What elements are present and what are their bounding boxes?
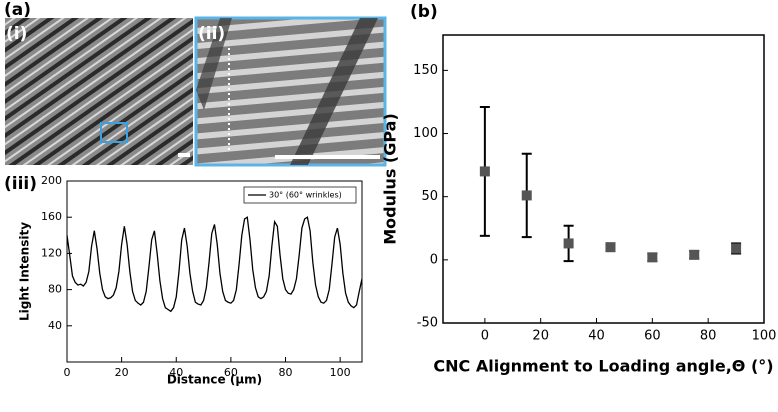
y-tick-label: 160 <box>41 210 62 223</box>
x-tick-label: 100 <box>330 366 351 379</box>
data-point <box>647 252 658 263</box>
panel-label: (ii) <box>198 24 225 44</box>
x-tick-label: 0 <box>64 366 71 379</box>
data-point <box>605 242 616 253</box>
y-tick-label: 120 <box>41 246 62 259</box>
y-tick-label: 40 <box>48 319 62 332</box>
x-tick-label: 80 <box>279 366 293 379</box>
micrograph-i <box>5 18 193 165</box>
x-tick-label: 20 <box>115 366 129 379</box>
x-tick-label: 80 <box>700 329 717 344</box>
x-axis-title: Distance (μm) <box>167 373 262 387</box>
panel-label: (b) <box>410 2 438 22</box>
x-tick-label: 20 <box>532 329 549 344</box>
panel-label: (i) <box>6 24 27 44</box>
x-tick-label: 40 <box>169 366 183 379</box>
x-tick-label: 40 <box>588 329 605 344</box>
y-tick-label: 80 <box>48 283 62 296</box>
x-tick-label: 100 <box>752 329 777 344</box>
data-line <box>66 216 363 313</box>
y-tick-label: 100 <box>413 126 438 141</box>
y-tick-label: 150 <box>413 63 438 78</box>
y-axis-title: Light Intensity <box>18 222 32 321</box>
data-point <box>563 238 574 249</box>
y-tick-label: -50 <box>417 316 438 331</box>
x-tick-label: 60 <box>224 366 238 379</box>
panel-label: (a) <box>4 0 31 20</box>
x-axis-title: CNC Alignment to Loading angle,Θ (°) <box>433 357 773 376</box>
data-point <box>479 166 490 177</box>
y-tick-label: 50 <box>421 189 438 204</box>
data-point <box>689 249 700 260</box>
x-tick-label: 60 <box>644 329 661 344</box>
plot-frame <box>442 34 765 324</box>
data-point <box>731 243 742 254</box>
panel-label: (iii) <box>4 174 37 194</box>
y-axis-title: Modulus (GPa) <box>381 113 400 245</box>
y-tick-label: 200 <box>41 174 62 187</box>
y-tick-label: 0 <box>430 252 438 267</box>
legend-label: 30° (60° wrinkles) <box>269 191 342 200</box>
plot-frame <box>66 180 363 363</box>
micrograph-ii <box>194 16 387 167</box>
legend-box <box>243 186 357 204</box>
x-tick-label: 0 <box>481 329 489 344</box>
data-point <box>521 190 532 201</box>
